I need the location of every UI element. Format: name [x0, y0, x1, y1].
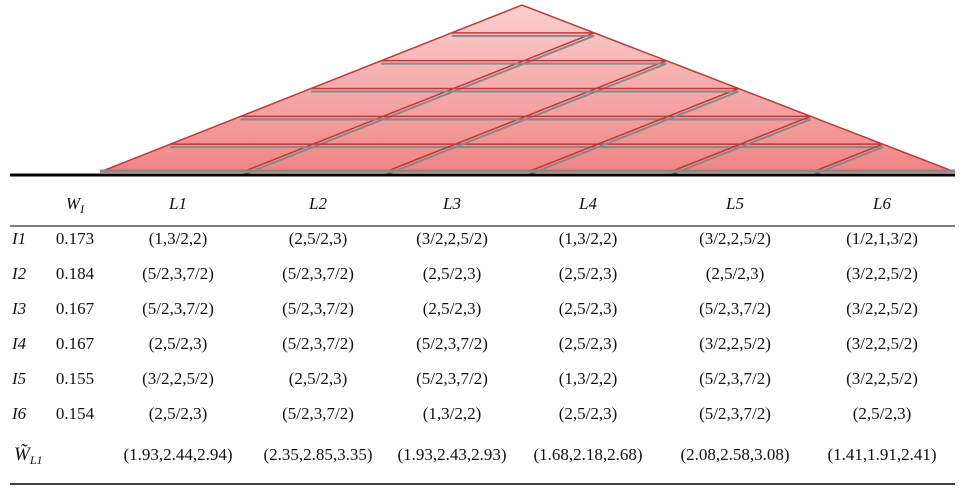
- table-body: WI L1 L2 L3 L4 L5 L6 I1 0.173 (1,3/2,2) (2,5/2,3) (…: [11, 194, 937, 467]
- page: WI L1 L2 L3 L4 L5 L6 I1 0.173 (1,3/2,2) (2,5/2,3) (…: [0, 0, 965, 495]
- total-cell: (1.68,2.18,2.68): [533, 445, 642, 464]
- cell: (5/2,3,7/2): [282, 334, 354, 353]
- total-cell: (2.35,2.85,3.35): [263, 445, 372, 464]
- total-label: W̃L1: [14, 444, 43, 466]
- cell: (3/2,2,5/2): [846, 369, 918, 388]
- cell: (2,5/2,3): [423, 264, 482, 283]
- cell: (2,5/2,3): [149, 404, 208, 423]
- row-weight: 0.167: [56, 299, 95, 318]
- cell: (3/2,2,5/2): [846, 299, 918, 318]
- row-label: I1: [11, 229, 26, 248]
- row-weight: 0.173: [56, 229, 94, 248]
- subscript: L1: [29, 453, 43, 467]
- cell: (5/2,3,7/2): [699, 404, 771, 423]
- cell: (1,3/2,2): [423, 404, 482, 423]
- cell: (2,5/2,3): [559, 334, 618, 353]
- cell: (2,5/2,3): [289, 369, 348, 388]
- total-cell: (1.41,1.91,2.41): [827, 445, 936, 464]
- row-label: I5: [11, 369, 26, 388]
- cell: (1,3/2,2): [559, 369, 618, 388]
- column-header: L6: [872, 194, 891, 213]
- row-label: I3: [11, 299, 26, 318]
- row-weight: 0.184: [56, 264, 95, 283]
- cell: (5/2,3,7/2): [282, 264, 354, 283]
- cell: (5/2,3,7/2): [282, 404, 354, 423]
- cell: (2,5/2,3): [149, 334, 208, 353]
- subscript: I: [79, 202, 85, 216]
- row-weight: 0.167: [56, 334, 95, 353]
- cell: (3/2,2,5/2): [846, 334, 918, 353]
- cell: (3/2,2,5/2): [142, 369, 214, 388]
- cell: (2,5/2,3): [706, 264, 765, 283]
- cell: (2,5/2,3): [559, 299, 618, 318]
- row-weight: 0.155: [56, 369, 94, 388]
- column-header: WI: [66, 194, 85, 216]
- column-header: L4: [578, 194, 597, 213]
- total-cell: (1.93,2.43,2.93): [397, 445, 506, 464]
- table-figure: WI L1 L2 L3 L4 L5 L6 I1 0.173 (1,3/2,2) (2,5/2,3) (…: [0, 0, 965, 495]
- cell: (2,5/2,3): [853, 404, 912, 423]
- cell: (3/2,2,5/2): [846, 264, 918, 283]
- row-weight: 0.154: [56, 404, 95, 423]
- row-label: I4: [11, 334, 27, 353]
- cell: (3/2,2,5/2): [699, 334, 771, 353]
- cell: (5/2,3,7/2): [282, 299, 354, 318]
- cell: (3/2,2,5/2): [416, 229, 488, 248]
- total-cell: (2.08,2.58,3.08): [680, 445, 789, 464]
- cell: (5/2,3,7/2): [416, 369, 488, 388]
- cell: (2,5/2,3): [423, 299, 482, 318]
- row-label: I2: [11, 264, 27, 283]
- cell: (3/2,2,5/2): [699, 229, 771, 248]
- cell: (1,3/2,2): [149, 229, 208, 248]
- cell: (1/2,1,3/2): [846, 229, 918, 248]
- column-header: L2: [308, 194, 327, 213]
- cell: (5/2,3,7/2): [142, 264, 214, 283]
- cell: (2,5/2,3): [289, 229, 348, 248]
- cell: (2,5/2,3): [559, 264, 618, 283]
- cell: (5/2,3,7/2): [142, 299, 214, 318]
- row-label: I6: [11, 404, 27, 423]
- roof: [100, 5, 955, 175]
- column-header: L1: [168, 194, 187, 213]
- cell: (5/2,3,7/2): [699, 299, 771, 318]
- cell: (5/2,3,7/2): [699, 369, 771, 388]
- column-header: L5: [725, 194, 744, 213]
- total-cell: (1.93,2.44,2.94): [123, 445, 232, 464]
- column-header: L3: [442, 194, 461, 213]
- cell: (2,5/2,3): [559, 404, 618, 423]
- cell: (5/2,3,7/2): [416, 334, 488, 353]
- cell: (1,3/2,2): [559, 229, 618, 248]
